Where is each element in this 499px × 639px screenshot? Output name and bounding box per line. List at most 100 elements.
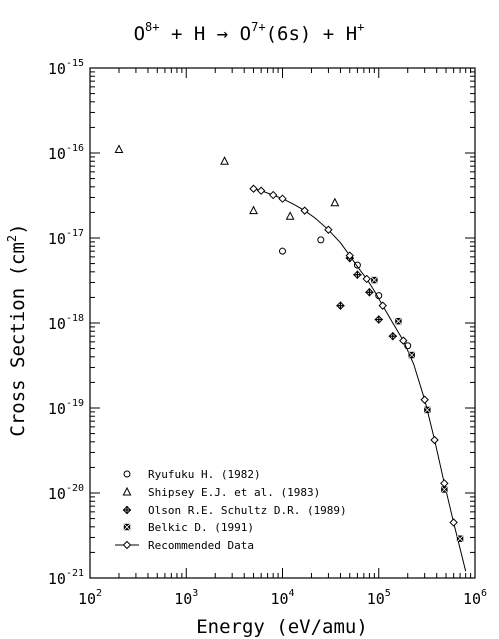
triangle-mark	[330, 197, 340, 207]
data-point-star	[424, 406, 431, 414]
legend-symbol	[122, 505, 132, 515]
data-point-diamond-cross	[374, 315, 383, 324]
legend: Ryufuku H. (1982) Shipsey E.J. et al. (1…	[115, 468, 347, 552]
data-point-star	[371, 276, 378, 284]
data-point-star	[395, 317, 402, 325]
x-axis-label: Energy (eV/amu)	[196, 616, 368, 638]
data-point-diamond-line	[378, 301, 387, 310]
data-point-triangle	[249, 205, 258, 215]
y-tick-label: 10-15	[48, 58, 84, 78]
legend-label-belkic: Belkic D. (1991)	[148, 521, 254, 534]
tick-labels: 102 103 104 105 106 10-15 10-16 10-17 10-18 10-19…	[48, 58, 487, 608]
legend-item-shipsey: Shipsey E.J. et al. (1983)	[122, 486, 320, 499]
diamond-mark	[249, 184, 258, 193]
data-point-circle	[375, 292, 383, 300]
circle-mark	[375, 292, 383, 300]
y-axis-label: Cross Section (cm2)	[5, 223, 29, 436]
triangle-mark	[220, 156, 229, 165]
diamond-mark	[268, 190, 278, 200]
axis-ticks	[89, 68, 475, 579]
star-x2	[424, 406, 431, 414]
x-tick-label: 105	[367, 588, 391, 608]
legend-label-ryufuku: Ryufuku H. (1982)	[148, 468, 261, 481]
triangle-mark	[114, 144, 124, 153]
data-point-triangle	[114, 144, 124, 153]
circle-mark	[353, 261, 361, 269]
data-point-diamond-line	[256, 186, 266, 195]
y-tick-label: 10-18	[48, 313, 84, 333]
plot-frame	[89, 67, 476, 579]
triangle-mark	[285, 211, 295, 220]
triangle-mark	[249, 205, 258, 215]
diamond-mark	[300, 206, 309, 215]
data-point-diamond-line	[430, 435, 439, 445]
diamond-mark	[345, 251, 354, 260]
data-point-triangle	[330, 197, 340, 207]
circle-mark	[279, 247, 286, 255]
legend-label-recommended: Recommended Data	[148, 539, 254, 552]
data-point-diamond-cross	[336, 301, 345, 310]
legend-item-belkic: Belkic D. (1991)	[123, 521, 254, 534]
data-point-diamond-cross	[388, 331, 398, 341]
data-point-circle	[353, 261, 361, 269]
data-point-diamond-cross	[353, 270, 362, 279]
recommended-curve-layer	[253, 188, 467, 572]
data-point-diamond-line	[440, 479, 449, 488]
data-point-diamond-line	[399, 336, 408, 345]
y-tick-label: 10-16	[48, 143, 84, 163]
legend-marker-circle	[123, 470, 131, 478]
data-point-diamond-line	[300, 206, 309, 215]
diamond-mark	[278, 194, 287, 203]
diamond-mark	[430, 435, 439, 445]
data-point-diamond-line	[362, 274, 371, 284]
legend-label-shipsey: Shipsey E.J. et al. (1983)	[148, 486, 320, 499]
legend-marker-triangle	[122, 486, 132, 496]
diamond-mark	[449, 518, 458, 527]
legend-item-recommended: Recommended Data	[115, 539, 254, 552]
legend-symbol	[123, 470, 131, 478]
diamond-mark	[378, 301, 387, 310]
legend-marker-diamond-cross	[122, 505, 132, 515]
x-tick-label: 104	[270, 588, 294, 608]
star-x2	[408, 351, 415, 359]
y-tick-label: 10-20	[48, 483, 84, 503]
data-markers	[114, 144, 464, 542]
diamond-mark	[420, 395, 429, 404]
data-point-star	[456, 535, 464, 542]
y-tick-label: 10-17	[48, 228, 84, 248]
data-point-diamond-line	[420, 395, 429, 404]
x-tick-label: 102	[78, 588, 102, 608]
chart-title: O8+ + H → O7+(6s) + H+	[134, 20, 365, 45]
diamond-mark	[256, 186, 266, 195]
diamond-mark	[324, 225, 333, 234]
legend-symbol	[122, 540, 132, 550]
diamond-mark	[362, 274, 371, 284]
legend-label-olson: Olson R.E. Schultz D.R. (1989)	[148, 504, 347, 517]
legend-marker-star	[123, 523, 131, 531]
data-point-diamond-line	[268, 190, 278, 200]
legend-item-ryufuku: Ryufuku H. (1982)	[123, 468, 261, 481]
star-x2	[395, 317, 402, 325]
star-x2	[441, 486, 448, 493]
data-point-circle	[317, 236, 325, 244]
data-point-circle	[404, 342, 412, 350]
star-x2	[123, 523, 131, 531]
circle-mark	[317, 236, 325, 244]
data-point-circle	[279, 247, 286, 255]
data-point-triangle	[220, 156, 229, 165]
diamond-mark	[399, 336, 408, 345]
data-point-diamond-line	[324, 225, 333, 234]
legend-marker-diamond	[122, 540, 132, 550]
circle-mark	[404, 342, 412, 350]
legend-symbol	[123, 523, 131, 531]
legend-symbol	[122, 486, 132, 496]
star-x2	[456, 535, 464, 542]
legend-item-olson: Olson R.E. Schultz D.R. (1989)	[122, 504, 347, 517]
data-point-triangle	[285, 211, 295, 220]
data-point-diamond-line	[278, 194, 287, 203]
data-point-diamond-cross	[365, 288, 374, 297]
star-x2	[371, 276, 378, 284]
x-tick-label: 106	[463, 588, 487, 608]
triangle-mark	[122, 486, 132, 496]
